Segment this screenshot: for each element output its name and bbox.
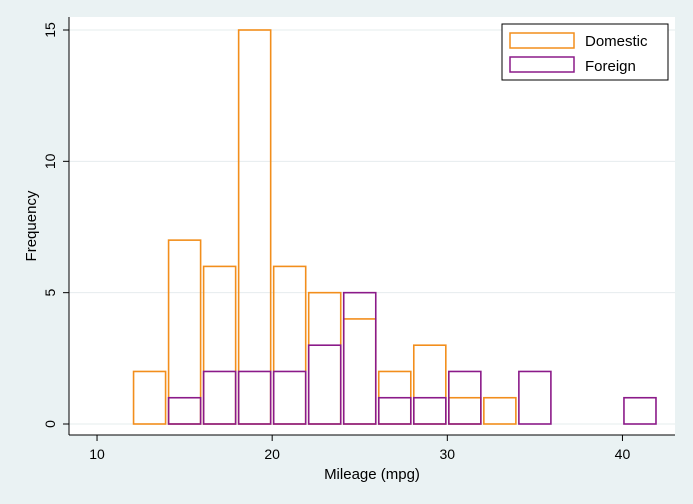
legend-swatch-domestic: [509, 32, 575, 49]
legend: Domestic Foreign: [501, 23, 669, 81]
y-tick-label: 5: [42, 289, 58, 297]
bar-domestic: [167, 239, 202, 425]
bar-foreign: [518, 370, 552, 425]
bar-foreign: [307, 344, 342, 425]
x-tick-label: 10: [89, 446, 105, 462]
bar-domestic: [237, 29, 272, 425]
bar-foreign: [237, 370, 272, 425]
legend-label-foreign: Foreign: [585, 58, 636, 75]
bar-domestic: [483, 396, 517, 425]
bar-foreign: [448, 370, 482, 425]
bar-foreign: [167, 396, 202, 425]
y-tick-label: 0: [42, 420, 58, 428]
legend-label-domestic: Domestic: [585, 33, 648, 50]
bar-domestic: [132, 370, 167, 425]
legend-swatch-foreign: [509, 56, 575, 73]
x-tick-label: 30: [440, 446, 456, 462]
plot-area: [69, 17, 675, 435]
bar-foreign: [412, 396, 447, 425]
y-tick-label: 15: [42, 22, 58, 38]
bar-foreign: [623, 396, 657, 425]
bars: [132, 29, 657, 425]
axis-ticks: 0 5 10 15 10 20 30 40: [42, 22, 630, 462]
bar-foreign: [202, 370, 237, 425]
y-tick-label: 10: [42, 153, 58, 169]
x-tick-label: 20: [264, 446, 280, 462]
bar-foreign: [342, 291, 377, 425]
bar-foreign: [377, 396, 412, 425]
bar-foreign: [272, 370, 307, 425]
x-tick-label: 40: [615, 446, 631, 462]
y-axis-title: Frequency: [23, 190, 40, 261]
x-axis-title: Mileage (mpg): [324, 466, 420, 483]
